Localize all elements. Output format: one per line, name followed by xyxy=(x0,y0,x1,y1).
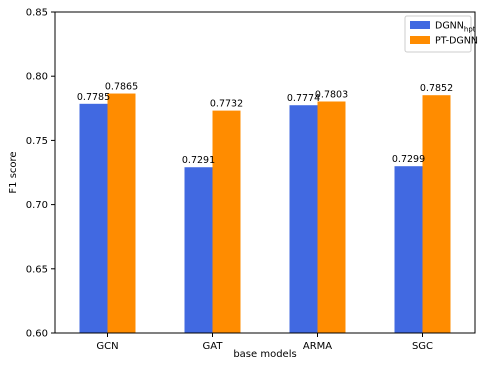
bar-gcn-series-2 xyxy=(107,93,136,333)
legend-entry-subscript: hpt xyxy=(464,26,476,34)
y-tick-label: 0.60 xyxy=(26,329,48,340)
x-tick-label: SGC xyxy=(412,341,433,352)
x-tick-label: GCN xyxy=(96,341,118,352)
bar-value-label: 0.7299 xyxy=(392,154,425,165)
bar-value-label: 0.7291 xyxy=(182,155,215,166)
bar-sgc-series-1 xyxy=(394,166,423,333)
x-axis-label: base models xyxy=(233,349,296,360)
legend-swatch xyxy=(410,36,430,44)
y-tick-label: 0.80 xyxy=(26,72,48,83)
bar-value-label: 0.7774 xyxy=(287,93,320,104)
legend-entry-name: PT-DGNN xyxy=(435,36,478,47)
legend: DGNNhpt PT-DGNN xyxy=(404,15,478,53)
legend-entry-name: DGNN xyxy=(435,21,464,32)
bar-value-label: 0.7852 xyxy=(420,83,453,94)
y-tick-label: 0.75 xyxy=(26,136,48,147)
y-tick-label: 0.70 xyxy=(26,200,48,211)
bar-sgc-series-2 xyxy=(422,95,451,333)
legend-entry: DGNNhpt xyxy=(435,21,476,34)
y-axis-label: F1 score xyxy=(8,151,19,193)
x-tick-label: ARMA xyxy=(303,341,332,352)
y-tick-label: 0.85 xyxy=(26,8,48,19)
bar-arma-series-1 xyxy=(289,105,318,333)
y-tick-label: 0.65 xyxy=(26,264,48,275)
bar-value-label: 0.7865 xyxy=(105,82,138,93)
bar-arma-series-2 xyxy=(317,101,346,333)
bar-gcn-series-1 xyxy=(79,103,108,333)
legend-swatch xyxy=(410,21,430,29)
x-tick-label: GAT xyxy=(203,341,224,352)
bar-value-label: 0.7803 xyxy=(315,89,348,100)
bar-gat-series-1 xyxy=(184,167,213,333)
bar-gat-series-2 xyxy=(212,110,241,333)
plot-frame xyxy=(54,11,476,334)
bar-value-label: 0.7732 xyxy=(210,99,243,110)
bar-value-label: 0.7785 xyxy=(77,92,110,103)
legend-entry: PT-DGNN xyxy=(435,36,478,47)
